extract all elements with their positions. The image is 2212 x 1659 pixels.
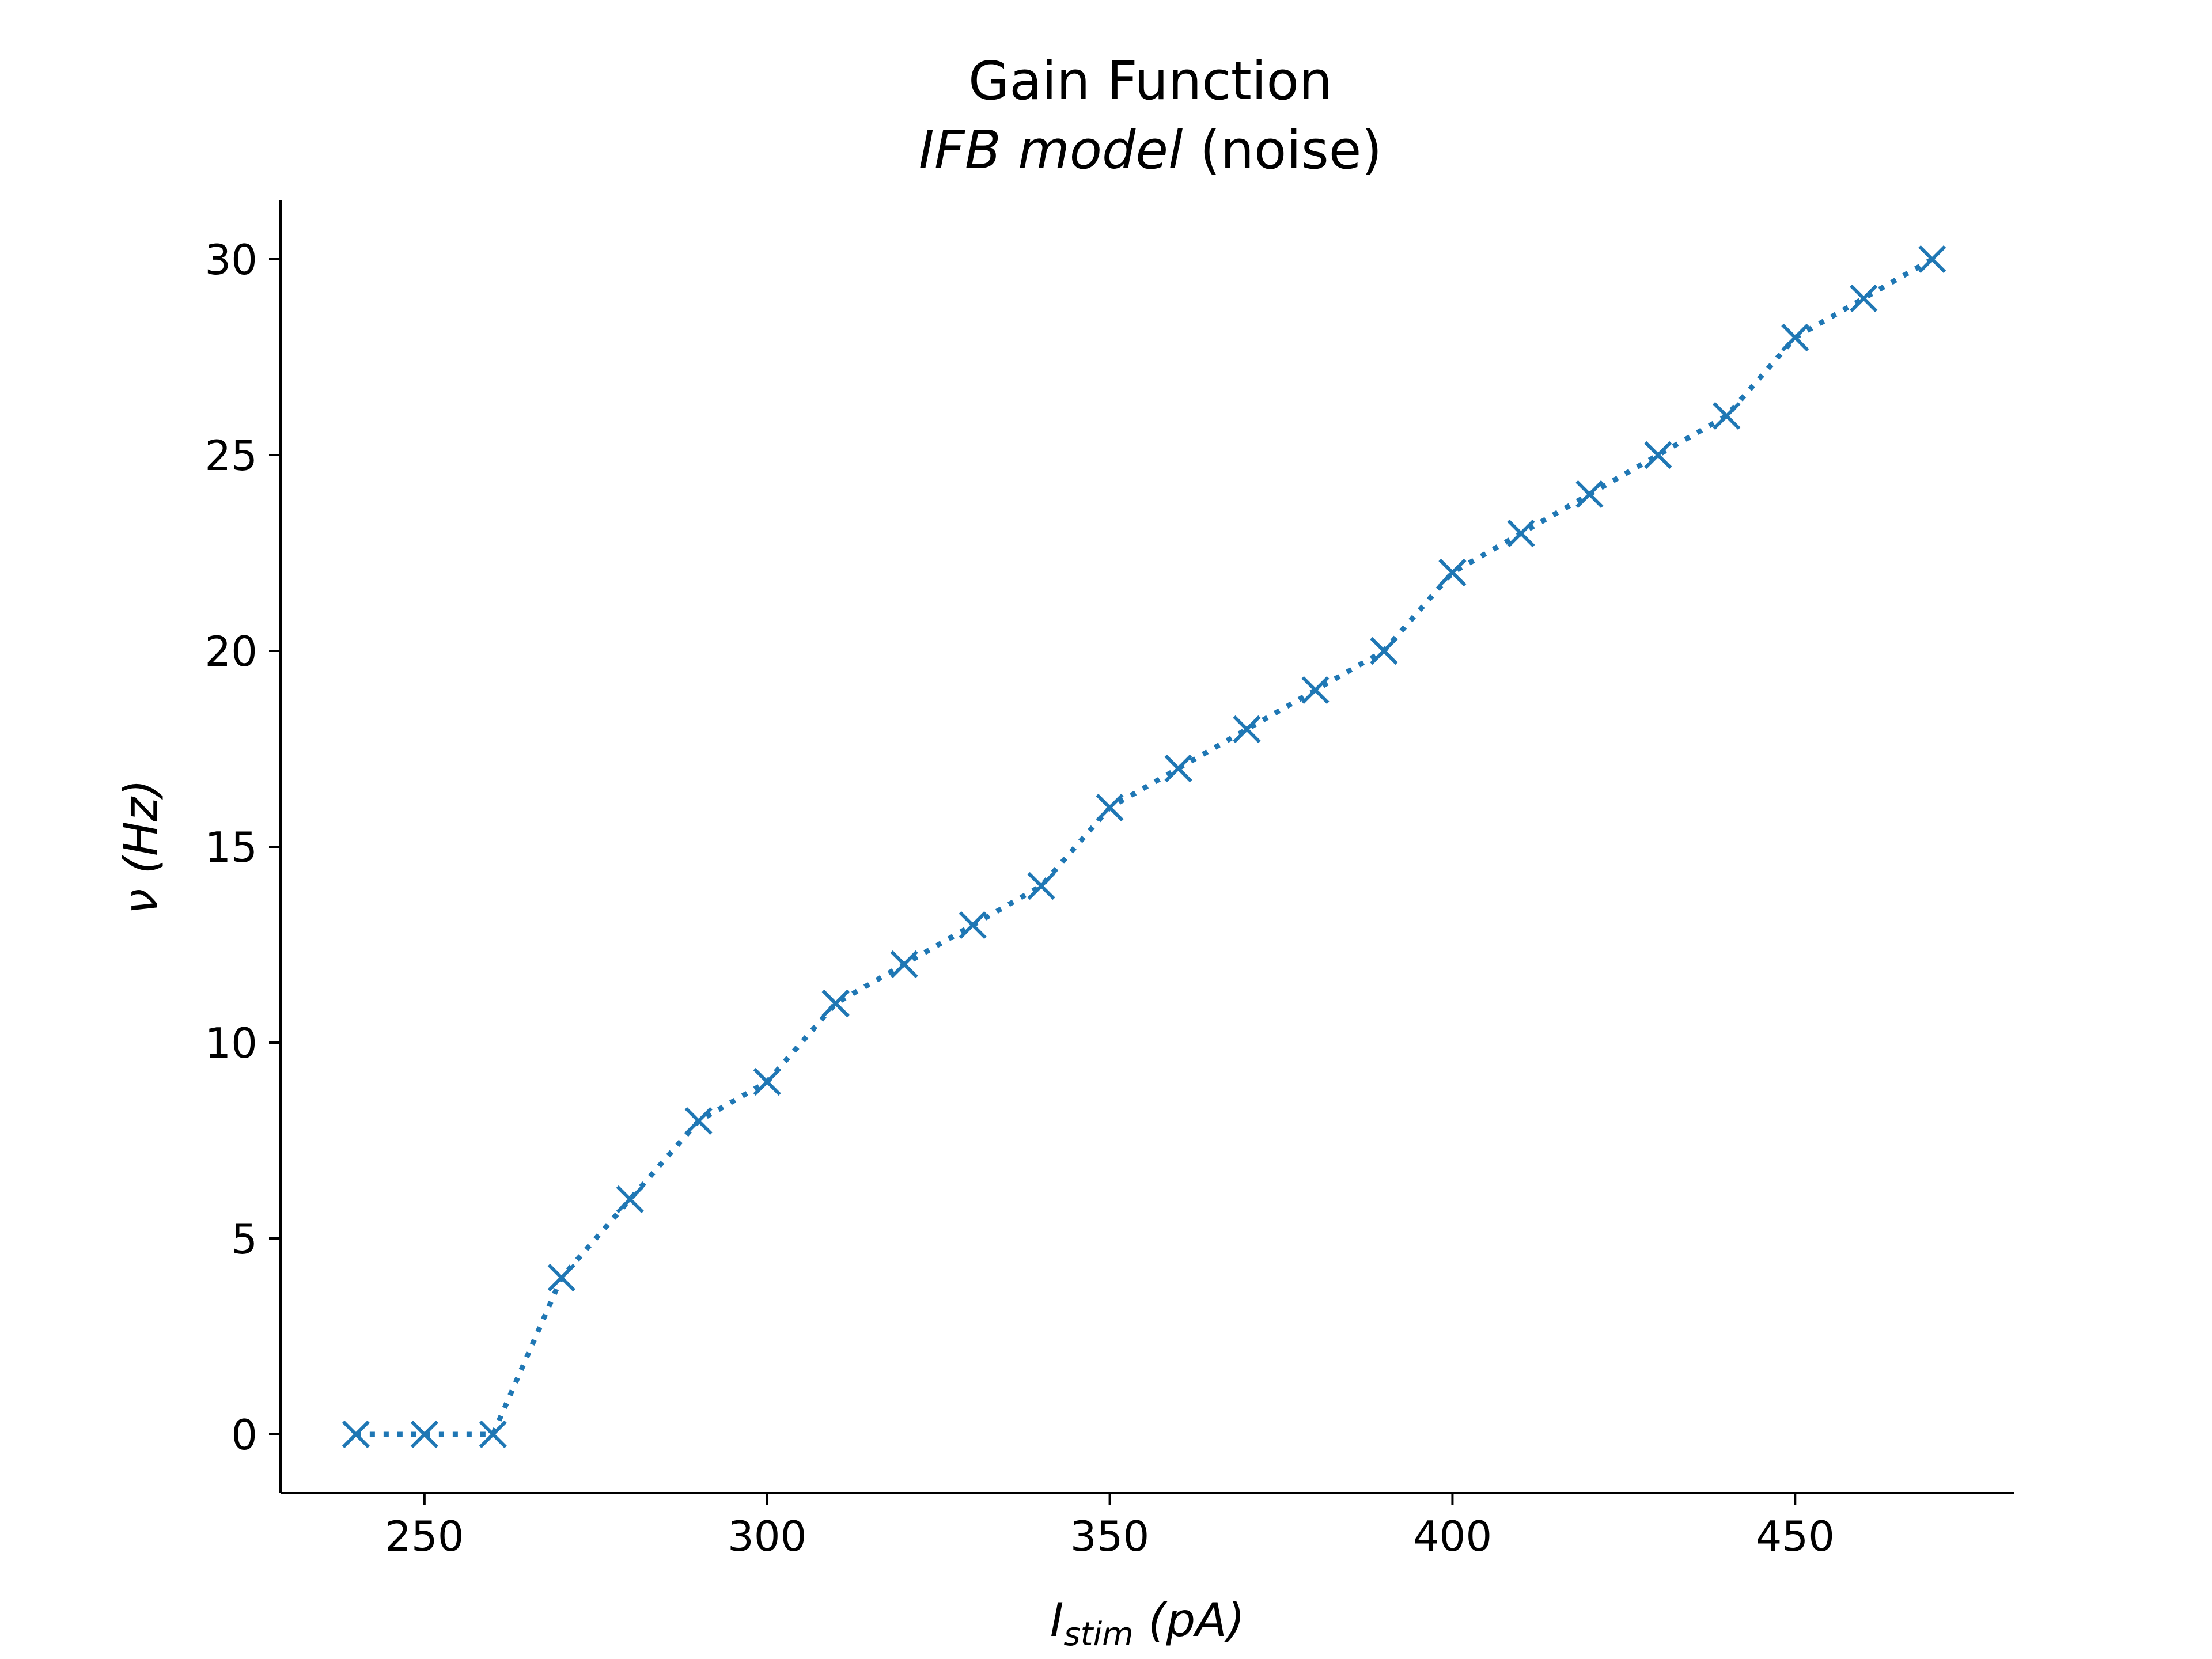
data-point-marker [342,1420,370,1449]
x-tick-label: 450 [1756,1512,1835,1560]
y-ticks: 0 5 10 15 20 25 30 [204,236,281,1459]
data-point-marker [1096,793,1124,822]
x-ticks: 250 300 350 400 450 [385,1493,1835,1560]
chart-title-group: Gain Function IFB model (noise) [919,50,1382,181]
data-point-marker [1233,715,1261,744]
data-point-marker [1507,519,1535,548]
series-layer [342,245,1946,1449]
data-point-marker [479,1420,507,1449]
x-axis-label-sub: stim [1063,1616,1133,1653]
x-tick-label: 350 [1070,1512,1149,1560]
chart-subtitle: IFB model (noise) [919,119,1382,181]
x-axis-label-main: I [1050,1593,1064,1647]
chart-subtitle-italic: IFB model [919,119,1183,181]
x-tick-label: 400 [1413,1512,1492,1560]
data-point-marker [1644,441,1672,469]
y-tick-label: 5 [231,1215,257,1263]
x-tick-label: 250 [385,1512,464,1560]
y-axis-label-main: ν [114,889,168,915]
x-axis-label-unit: (pA) [1148,1593,1245,1647]
y-tick-label: 0 [231,1411,257,1459]
data-point-marker [410,1420,438,1449]
data-point-marker [1370,637,1398,665]
y-tick-label: 15 [204,823,257,872]
y-axis-label-unit: (Hz) [114,779,168,874]
data-point-marker [1918,245,1946,274]
data-point-marker [1575,480,1604,509]
x-tick-label: 300 [728,1512,806,1560]
axes [279,200,2014,1494]
y-axis-label: ν (Hz) [114,779,168,915]
chart-subtitle-plain: (noise) [1200,119,1382,181]
series-line [355,257,1934,1437]
x-axis-label: Istim (pA) [1050,1593,1245,1653]
data-point-marker [547,1263,575,1292]
data-point-marker [1713,402,1741,430]
y-tick-label: 25 [204,431,257,480]
data-point-marker [616,1185,644,1214]
data-point-marker [753,1067,781,1096]
data-point-marker [821,989,850,1018]
data-point-marker [684,1107,713,1135]
y-tick-label: 10 [204,1019,257,1067]
data-point-marker [1301,676,1330,704]
data-point-marker [1027,872,1055,900]
data-point-marker [1438,558,1467,587]
y-tick-label: 30 [204,236,257,284]
chart-title: Gain Function [968,50,1332,112]
data-point-marker [1850,284,1878,313]
data-point-marker [1781,323,1809,352]
y-tick-label: 20 [204,627,257,676]
data-point-marker [890,950,918,979]
data-point-marker [959,911,987,940]
data-point-marker [1164,754,1192,783]
